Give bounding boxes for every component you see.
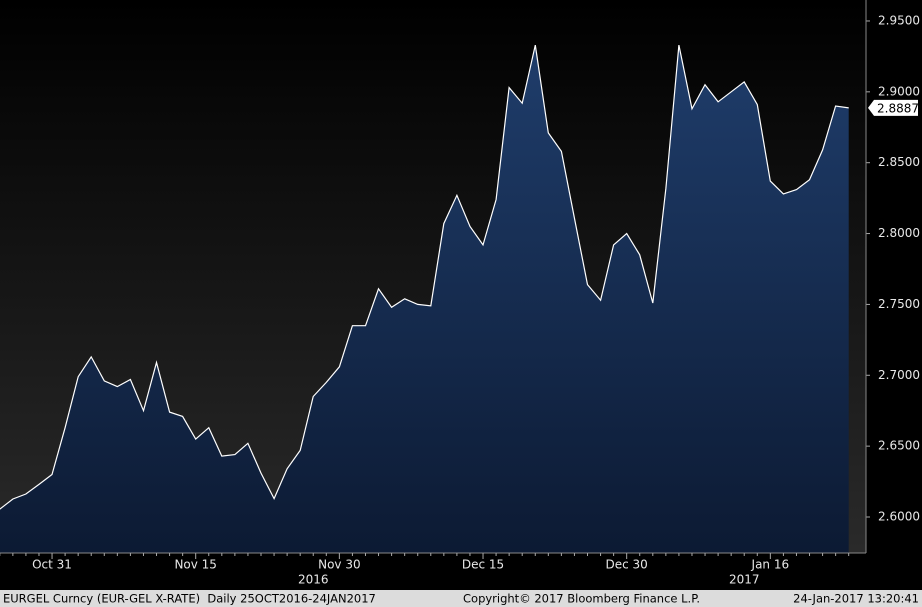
footer-right: 24-Jan-2017 13:20:41 <box>793 592 919 606</box>
y-tick-label: 2.9000 <box>878 84 920 98</box>
x-tick-label: Nov 15 <box>174 558 217 572</box>
last-value-box <box>868 99 918 116</box>
y-tick-label: 2.6000 <box>878 510 920 524</box>
area <box>0 45 849 553</box>
y-tick-label: 2.7000 <box>878 368 920 382</box>
x-tick-label: Jan 16 <box>751 558 790 572</box>
x-tick-label: Dec 30 <box>606 558 648 572</box>
y-tick-label: 2.9500 <box>878 13 920 27</box>
x-tick-label: Oct 31 <box>32 558 72 572</box>
y-tick-label: 2.6500 <box>878 439 920 453</box>
y-tick-label: 2.8000 <box>878 226 920 240</box>
footer-bar <box>0 590 922 607</box>
x-group-label: 2016 <box>298 573 329 587</box>
footer-center: Copyright© 2017 Bloomberg Finance L.P. <box>463 592 700 606</box>
last-value-label: 2.8887 <box>877 101 919 115</box>
line <box>0 44 849 510</box>
y-tick-label: 2.7500 <box>878 297 920 311</box>
x-tick-label: Dec 15 <box>462 558 504 572</box>
footer-left: EURGEL Curncy (EUR-GEL X-RATE) Daily 25O… <box>3 592 376 606</box>
y-tick-label: 2.8500 <box>878 155 920 169</box>
x-tick-label: Nov 30 <box>318 558 361 572</box>
x-group-label: 2017 <box>729 573 760 587</box>
